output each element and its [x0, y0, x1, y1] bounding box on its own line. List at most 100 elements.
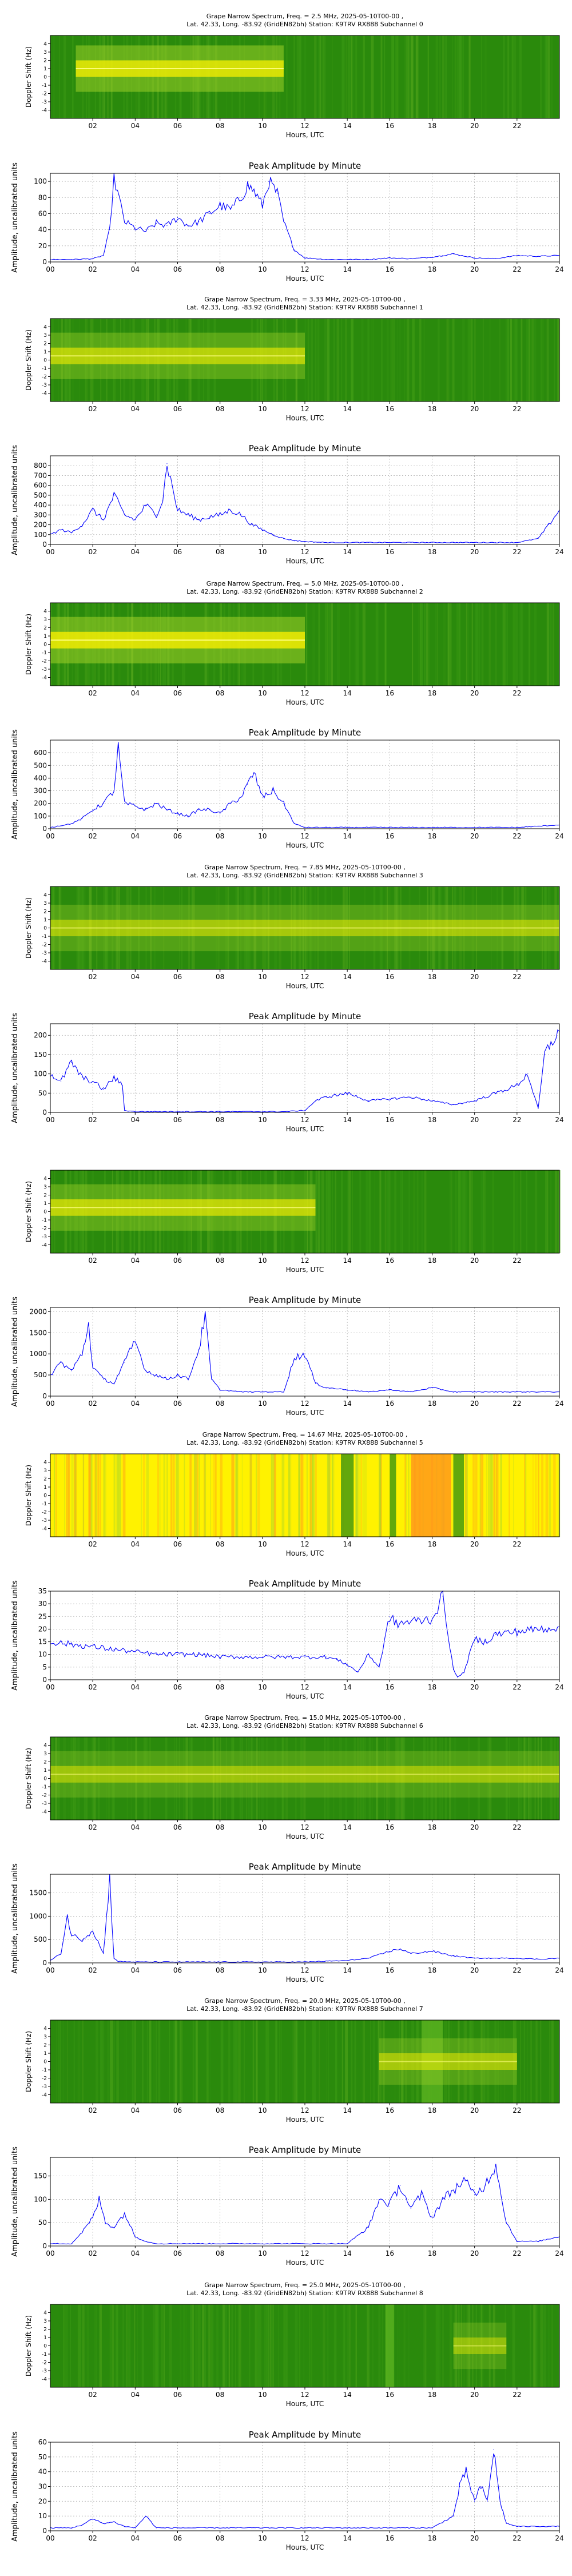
spectrogram-streak [176, 1737, 177, 1820]
amplitude-point [336, 1659, 337, 1660]
spectrogram-streak [428, 35, 429, 118]
spectrogram-streak [239, 2304, 241, 2387]
spectrogram-streak [306, 1454, 308, 1537]
spectrogram-streak [153, 2020, 155, 2103]
spectrogram-streak [327, 603, 328, 686]
spectrogram-streak [344, 2304, 346, 2387]
x-tick-label: 18 [428, 122, 436, 130]
y-tick-label: -1 [42, 650, 47, 656]
spectrogram-streak [411, 35, 414, 118]
spectrogram-streak [185, 2304, 187, 2387]
spectrogram-streak [468, 603, 470, 686]
spectrogram-streak [538, 1454, 539, 1537]
y-axis-label: Doppler Shift (Hz) [25, 2315, 33, 2376]
y-tick-label: 3 [43, 901, 47, 907]
x-tick-label: 20 [470, 548, 479, 556]
spectrogram-streak [475, 1454, 478, 1537]
spectrogram-streak [406, 35, 408, 118]
amplitude-point [124, 2526, 125, 2527]
spectrogram-streak [347, 1170, 349, 1253]
spectrogram-streak [294, 2020, 297, 2103]
amplitude-point [209, 213, 210, 214]
x-tick-label: 02 [89, 265, 97, 273]
spectrogram-streak [345, 1737, 348, 1820]
y-tick-label: -4 [42, 1243, 47, 1249]
spectrogram-streak [554, 1737, 556, 1820]
spectrogram-streak [327, 603, 329, 686]
spectrogram-streak [404, 1454, 406, 1537]
spectrogram-streak [510, 319, 513, 401]
spectrogram-streak [355, 1454, 358, 1537]
spectrogram-streak [266, 2020, 269, 2103]
spectrogram-streak [256, 2304, 258, 2387]
spectrogram-streak [313, 2020, 316, 2103]
spectrogram-streak [445, 35, 447, 118]
amplitude-title: Peak Amplitude by Minute [249, 1011, 361, 1021]
y-tick-label: -3 [42, 100, 47, 105]
y-tick-label: 4 [43, 325, 47, 331]
spectrogram-streak [126, 2304, 128, 2387]
spectrogram-streak [317, 1170, 319, 1253]
spectrogram-streak [96, 1454, 98, 1537]
spectrogram-streak [75, 1737, 77, 1820]
x-tick-label: 22 [513, 1116, 521, 1124]
amplitude-series-line [50, 1029, 560, 1112]
x-tick-label: 08 [216, 265, 224, 273]
spectrogram-streak [472, 1454, 475, 1537]
x-tick-label: 22 [513, 2534, 521, 2542]
spectrogram-streak [146, 1454, 149, 1537]
y-tick-label: 3 [43, 2319, 47, 2324]
spectrogram-streak [551, 2020, 553, 2103]
y-axis-label: Doppler Shift (Hz) [25, 2031, 33, 2092]
amplitude-point [304, 827, 305, 828]
spectrogram-streak [268, 2304, 270, 2387]
x-tick-label: 14 [343, 405, 352, 413]
x-tick-label: 12 [300, 1966, 309, 1974]
x-tick-label: 10 [258, 1116, 267, 1124]
spectrogram-streak [384, 603, 387, 686]
amplitude-point [103, 1953, 104, 1954]
spectrogram-streak [368, 1737, 371, 1820]
y-tick-label: 2 [43, 909, 47, 915]
spectrogram-streak [514, 35, 517, 118]
y-tick-label: 1 [43, 1768, 47, 1774]
spectrogram-streak [251, 1737, 252, 1820]
x-tick-label: 00 [46, 1683, 54, 1691]
spectrogram-streak [91, 1737, 94, 1820]
spectrogram-streak [311, 2304, 312, 2387]
x-axis-label: Hours, UTC [286, 2400, 324, 2408]
spectrogram-streak [318, 603, 320, 686]
spectrogram-streak [348, 2304, 351, 2387]
spectrogram-streak [256, 2020, 258, 2103]
spectrogram-streak [528, 1737, 530, 1820]
amplitude-point [347, 2527, 348, 2529]
spectrogram-streak [345, 2020, 348, 2103]
amplitude-point [71, 532, 72, 533]
spectrogram-streak [397, 2304, 398, 2387]
spectrogram-streak [194, 1454, 195, 1537]
amplitude-point [283, 538, 284, 539]
x-tick-label: 24 [555, 1400, 563, 1408]
y-tick-label: 0 [43, 2344, 47, 2350]
spectrogram-streak [325, 1170, 328, 1253]
spectrogram-streak [436, 2304, 440, 2387]
amplitude-point [145, 504, 146, 506]
amplitude-point [198, 221, 200, 222]
x-tick-label: 22 [513, 2249, 521, 2257]
x-tick-label: 08 [216, 122, 224, 130]
y-tick-label: 60 [38, 2438, 47, 2446]
spectrogram-streak [129, 2304, 131, 2387]
y-tick-label: -3 [42, 2084, 47, 2090]
spectrogram-streak [337, 603, 339, 686]
spectrogram-streak [285, 1737, 288, 1820]
spectrogram-streak [319, 1170, 321, 1253]
spectrogram-streak [237, 1454, 239, 1537]
x-tick-label: 06 [173, 2106, 182, 2114]
spectrogram-streak [354, 2020, 356, 2103]
y-tick-label: 2 [43, 1477, 47, 1482]
y-tick-label: 1500 [29, 1889, 47, 1897]
spectrogram-streak [122, 1454, 125, 1537]
spectrogram-streak [425, 2304, 427, 2387]
y-tick-label: 0 [43, 1776, 47, 1782]
y-tick-label: 0 [42, 1108, 47, 1116]
